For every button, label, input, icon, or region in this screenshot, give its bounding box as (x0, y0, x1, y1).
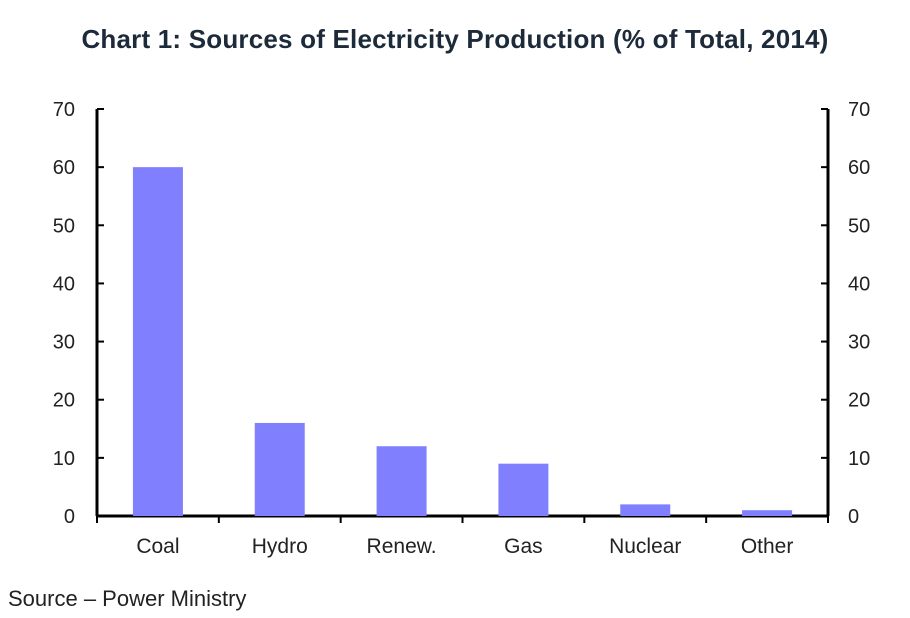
category-label: Coal (136, 535, 179, 558)
right-tick-label: 10 (848, 448, 870, 470)
category-label: Other (741, 535, 794, 558)
source-note: Source – Power Ministry (8, 586, 247, 611)
x-axis: Coal Hydro Renew. Gas Nuclear Other (96, 514, 829, 558)
right-tick-label: 70 (848, 99, 870, 121)
left-tick-label: 30 (53, 332, 75, 354)
category-label: Nuclear (609, 535, 681, 558)
left-tick-label: 10 (53, 448, 75, 470)
bar-gas (498, 463, 549, 516)
left-y-axis: 0 10 20 30 40 50 60 70 (53, 99, 104, 528)
left-tick-label: 70 (53, 99, 75, 121)
category-label: Hydro (252, 535, 308, 558)
bar-hydro (254, 422, 305, 516)
left-tick-label: 60 (53, 157, 75, 179)
left-tick-label: 20 (53, 390, 75, 412)
bar-nuclear (620, 504, 671, 516)
right-tick-label: 50 (848, 215, 870, 237)
bar-renew (376, 446, 427, 516)
right-tick-label: 0 (848, 506, 859, 528)
category-label: Gas (504, 535, 543, 558)
bars (132, 167, 793, 516)
chart-title: Chart 1: Sources of Electricity Producti… (81, 24, 829, 54)
right-y-axis: 0 10 20 30 40 50 60 70 (821, 99, 870, 528)
right-tick-label: 20 (848, 390, 870, 412)
bar-other (742, 510, 793, 516)
right-tick-label: 30 (848, 332, 870, 354)
left-tick-label: 0 (64, 506, 75, 528)
right-tick-label: 40 (848, 273, 870, 295)
category-label: Renew. (367, 535, 437, 558)
right-tick-label: 60 (848, 157, 870, 179)
left-tick-label: 40 (53, 273, 75, 295)
left-tick-label: 50 (53, 215, 75, 237)
bar-coal (132, 167, 183, 516)
